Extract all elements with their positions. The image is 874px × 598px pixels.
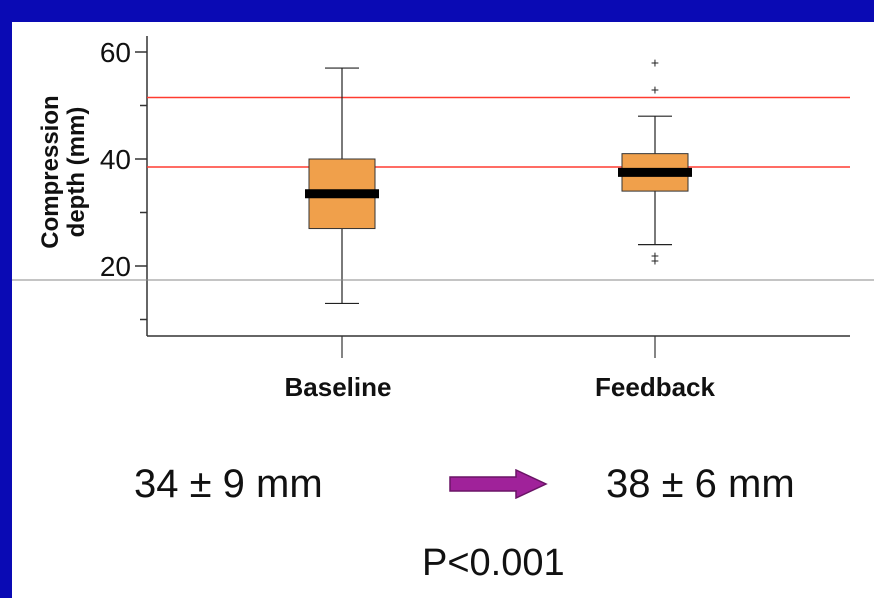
outlier-point: + <box>651 81 659 97</box>
y-tick-label: 40 <box>100 144 131 175</box>
x-tick-label-feedback: Feedback <box>595 372 715 402</box>
right-arrow-icon <box>449 469 548 499</box>
y-tick-label: 60 <box>100 37 131 68</box>
x-tick-label-baseline: Baseline <box>285 372 392 402</box>
baseline-stat: 34 ± 9 mm <box>134 462 323 506</box>
p-value: P<0.001 <box>422 542 565 584</box>
slide: 20 40 60 Compressiondepth (mm) Baseline + + + + F… <box>12 22 874 598</box>
y-axis-label: Compressiondepth (mm) <box>37 95 90 248</box>
outlier-point: + <box>651 253 659 269</box>
y-tick-label: 20 <box>100 251 131 282</box>
outlier-point: + <box>651 247 659 263</box>
feedback-stat: 38 ± 6 mm <box>606 462 795 506</box>
outlier-point: + <box>651 55 659 71</box>
